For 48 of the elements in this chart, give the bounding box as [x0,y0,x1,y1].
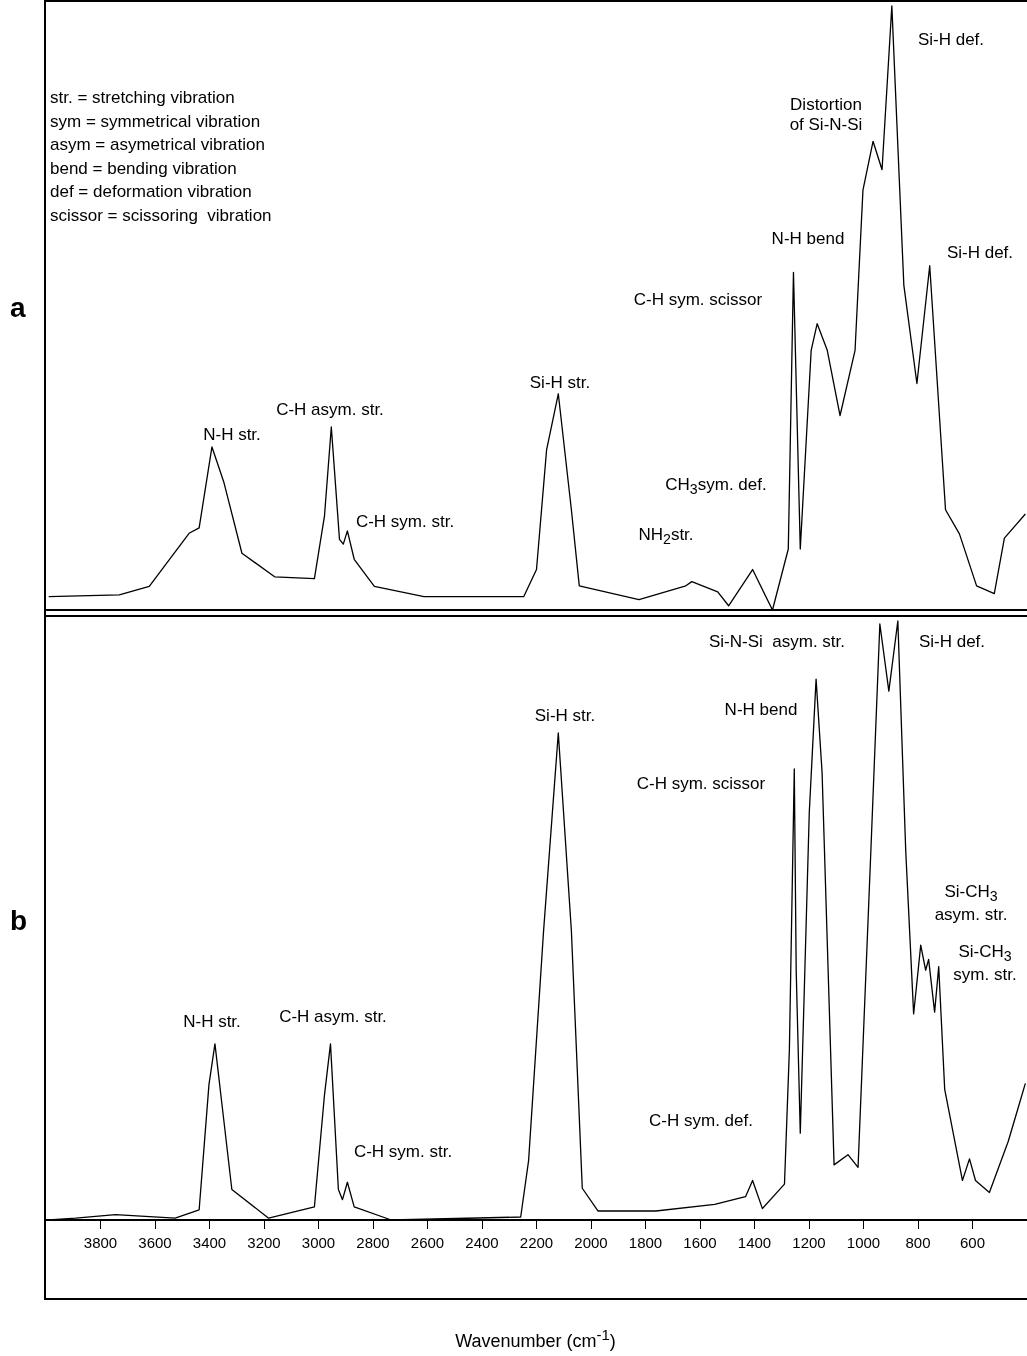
annotation: C-H sym. def. [649,1111,753,1131]
annotation: Si-H def. [946,243,1014,263]
annotation: Distortion of Si-N-Si [789,95,863,135]
annotation: C-H sym. str. [353,1142,453,1162]
annotation: N-H str. [183,1012,241,1032]
annotation: asym = asymetrical vibration [50,135,265,154]
annotation: Si-N-Si asym. str. [708,632,846,652]
x-tick-label: 1600 [683,1234,717,1252]
annotation: N-H str. [203,425,261,445]
text: a [10,292,26,324]
annotation: Si-CH$_{3}$ asym. str. [934,881,1008,925]
annotation: Si-H str. [529,373,591,393]
text: b [10,904,28,937]
annotation: Si-H str. [534,706,596,726]
annotation: C-H sym. str. [355,512,455,532]
x-tick-label: 2600 [410,1234,445,1252]
x-tick-label: 3800 [83,1234,118,1252]
x-tick-label: 3000 [301,1234,336,1252]
x-tick-label: 1400 [737,1234,772,1252]
x-tick-label: 2000 [574,1234,608,1252]
annotation: Si-H def. [917,30,985,50]
annotation: def = deformation vibration [50,182,252,201]
annotation: N-H bend [724,700,798,720]
annotation: C-H asym. str. [279,1007,387,1027]
x-tick-label: 800 [905,1234,931,1252]
annotation: C-H sym. scissor [636,774,766,794]
annotation: Si-H def. [918,632,986,652]
x-tick-label: 2400 [465,1234,499,1252]
x-tick-label: 3600 [138,1234,172,1252]
x-axis-title: Wavenumber (cm$^{-1}$) [454,1326,617,1352]
x-tick-label: 2200 [519,1234,554,1252]
x-tick-label: 600 [959,1234,986,1252]
annotation: scissor = scissoring vibration [50,205,272,225]
x-tick-label: 3400 [192,1234,227,1252]
x-tick-label: 1800 [628,1234,663,1252]
annotation: bend = bending vibration [50,158,237,178]
annotation: C-H sym. scissor [633,290,763,310]
annotation: CH$_{3}$sym. def. [665,474,767,498]
annotation: C-H asym. str. [276,400,384,420]
x-tick-label: 3200 [247,1234,281,1252]
x-tick-label: 1000 [846,1234,881,1252]
x-tick-label: 2800 [356,1234,390,1252]
annotation: str. = stretching vibration [50,88,235,107]
annotation: sym = symmetrical vibration [50,111,261,131]
annotation: Si-CH$_{3}$ sym. str. [953,941,1017,985]
x-tick-label: 1200 [792,1234,826,1252]
annotation: NH$_{2}$str. [638,524,694,548]
annotation: N-H bend [771,229,845,249]
